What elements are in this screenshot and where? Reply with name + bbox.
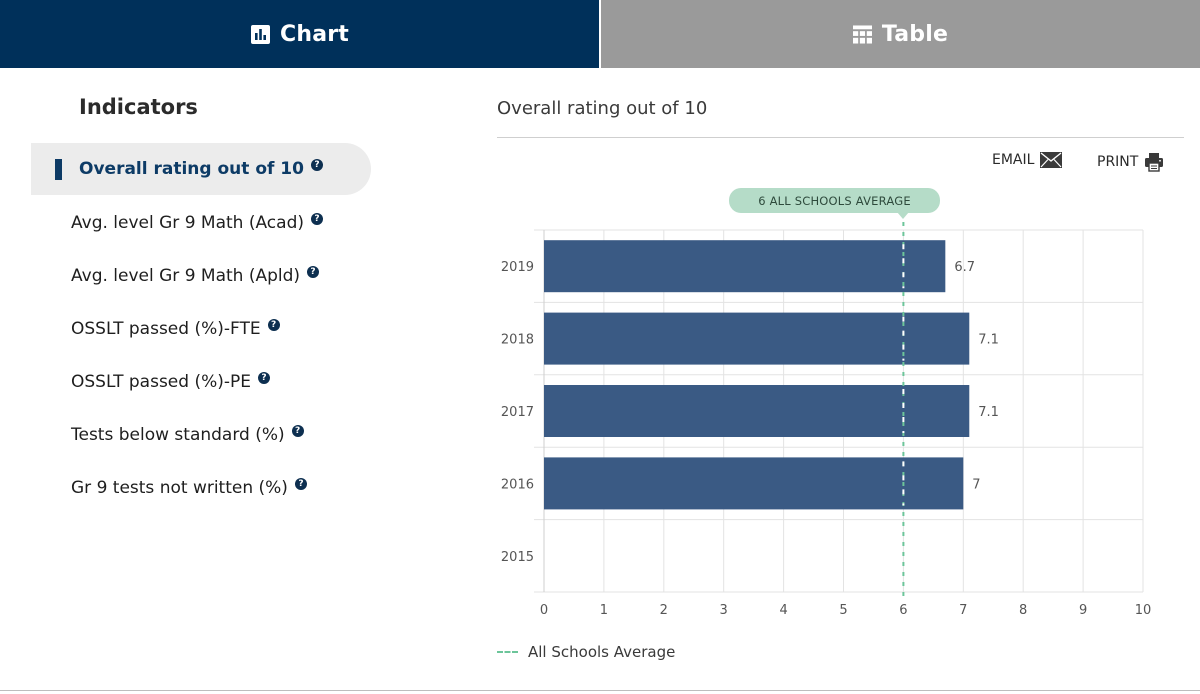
- y-tick-label: 2018: [501, 333, 534, 348]
- x-tick-label: 4: [779, 603, 787, 618]
- bar-2019: [544, 240, 946, 293]
- indicators-heading: Indicators: [79, 95, 198, 119]
- indicator-osslt-pe[interactable]: OSSLT passed (%)-PE?: [31, 355, 371, 408]
- data-label: 7.1: [978, 333, 999, 348]
- indicators-list: Overall rating out of 10? Avg. level Gr …: [31, 143, 371, 514]
- x-tick-label: 9: [1079, 603, 1087, 618]
- email-button[interactable]: EMAIL: [992, 152, 1063, 168]
- x-tick-label: 6: [899, 603, 907, 618]
- indicator-overall-rating[interactable]: Overall rating out of 10?: [31, 143, 371, 195]
- email-label: EMAIL: [992, 152, 1035, 168]
- indicator-osslt-fte[interactable]: OSSLT passed (%)-FTE?: [31, 302, 371, 355]
- bottom-divider: [0, 690, 1200, 691]
- chart-title: Overall rating out of 10: [497, 98, 708, 119]
- legend-label: All Schools Average: [528, 643, 676, 661]
- indicator-gr9-math-acad[interactable]: Avg. level Gr 9 Math (Acad)?: [31, 196, 371, 249]
- data-label: 6.7: [954, 260, 975, 275]
- indicator-label: Overall rating out of 10: [79, 159, 304, 179]
- tab-table-label: Table: [881, 21, 949, 47]
- x-tick-label: 1: [600, 603, 608, 618]
- indicator-label: Avg. level Gr 9 Math (Acad): [71, 212, 304, 233]
- view-tabs: Chart Table: [0, 0, 1200, 68]
- x-tick-label: 2: [660, 603, 668, 618]
- x-tick-label: 5: [839, 603, 847, 618]
- x-tick-label: 0: [540, 603, 548, 618]
- x-tick-label: 10: [1135, 603, 1152, 618]
- help-icon[interactable]: ?: [307, 265, 320, 278]
- y-tick-label: 2017: [501, 405, 534, 420]
- tab-chart[interactable]: Chart: [0, 0, 599, 68]
- table-icon: [852, 24, 872, 44]
- help-icon[interactable]: ?: [311, 212, 323, 225]
- x-tick-label: 8: [1019, 603, 1027, 618]
- y-tick-label: 2016: [501, 477, 534, 492]
- indicator-label: OSSLT passed (%)-FTE: [71, 318, 261, 339]
- printer-icon: [1145, 153, 1164, 172]
- x-tick-label: 7: [959, 603, 967, 618]
- indicator-label: Avg. level Gr 9 Math (Apld): [71, 265, 301, 286]
- average-callout: 6 ALL SCHOOLS AVERAGE: [729, 188, 940, 219]
- help-icon[interactable]: ?: [258, 371, 271, 384]
- indicator-gr9-math-apld[interactable]: Avg. level Gr 9 Math (Apld)?: [31, 249, 371, 302]
- help-icon[interactable]: ?: [267, 318, 280, 331]
- indicator-label: Gr 9 tests not written (%): [71, 477, 288, 498]
- bar-2018: [544, 312, 970, 365]
- data-label: 7.1: [978, 405, 999, 420]
- x-tick-label: 3: [720, 603, 728, 618]
- bar-2016: [544, 457, 964, 510]
- print-button[interactable]: PRINT: [1097, 152, 1164, 172]
- y-tick-label: 2015: [501, 550, 534, 565]
- rating-bar-chart: 0 1 2 3 4 5 6 7 8 9 10 2019 6.7 2018 7.1 2017 7.1 2016 7 20…: [501, 222, 1152, 618]
- tab-table[interactable]: Table: [599, 0, 1200, 68]
- title-divider: [497, 137, 1184, 138]
- help-icon[interactable]: ?: [310, 159, 323, 171]
- legend-dashed-line: [497, 651, 518, 653]
- data-label: 7: [972, 477, 980, 492]
- help-icon[interactable]: ?: [294, 477, 307, 490]
- indicator-tests-below-standard[interactable]: Tests below standard (%)?: [31, 408, 371, 461]
- indicator-label: Tests below standard (%): [71, 424, 285, 445]
- envelope-icon: [1040, 152, 1063, 168]
- tab-chart-label: Chart: [279, 21, 350, 47]
- bar-chart-icon: [250, 24, 270, 44]
- indicator-label: OSSLT passed (%)-PE: [71, 371, 252, 392]
- chart-legend: All Schools Average: [497, 643, 675, 661]
- help-icon[interactable]: ?: [291, 424, 304, 437]
- indicator-tests-not-written[interactable]: Gr 9 tests not written (%)?: [31, 461, 371, 514]
- print-label: PRINT: [1097, 154, 1139, 170]
- bar-2017: [544, 385, 970, 437]
- y-tick-label: 2019: [501, 260, 534, 275]
